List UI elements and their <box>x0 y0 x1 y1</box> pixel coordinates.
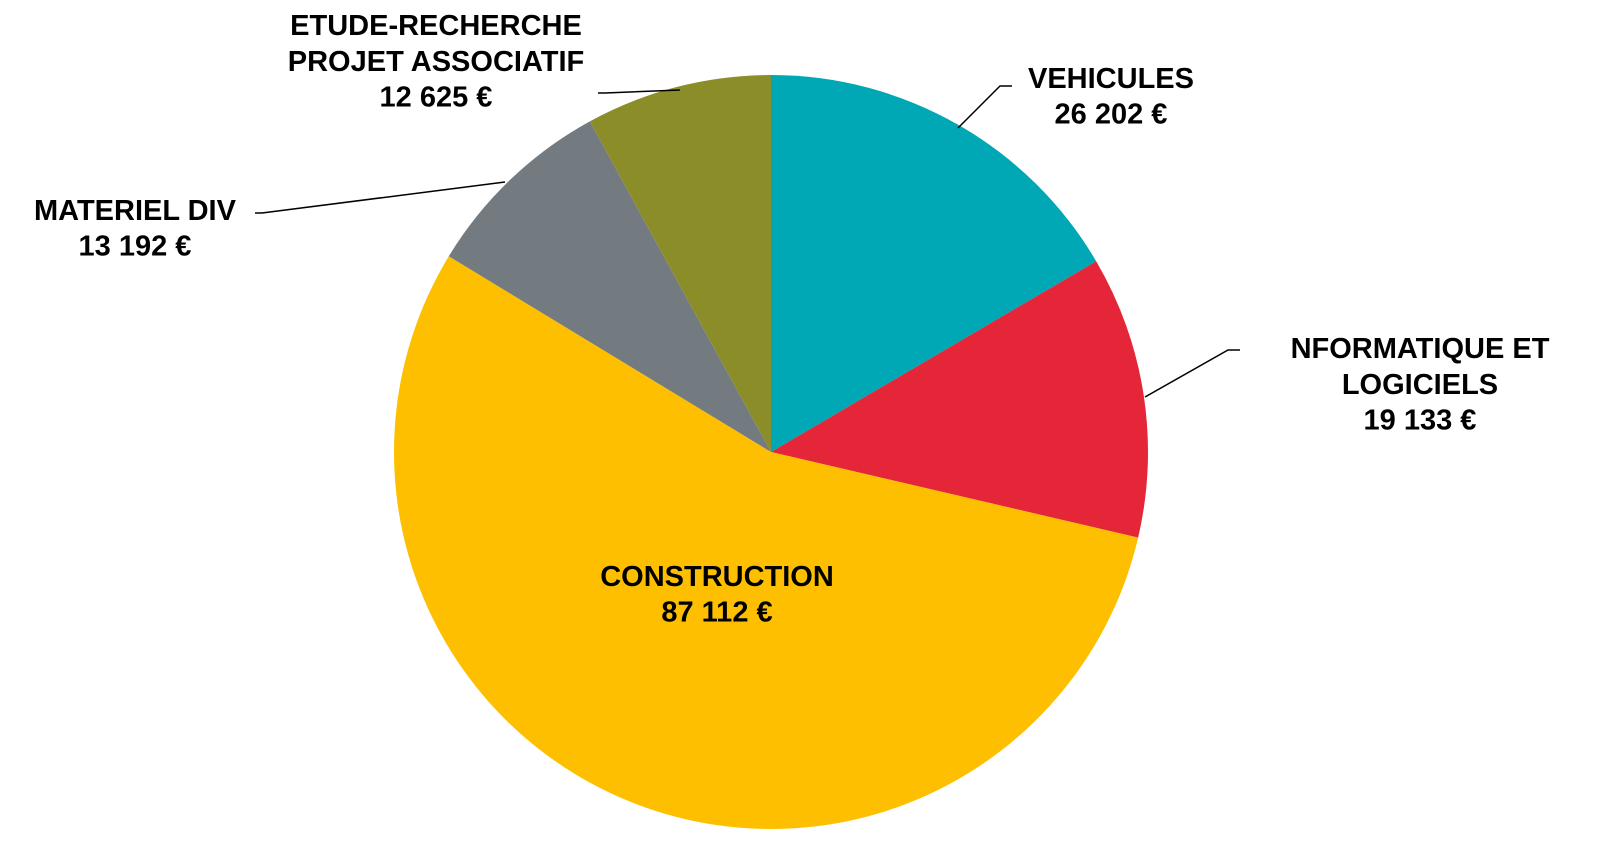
pie-slice <box>393 256 1139 830</box>
category-line: PROJET ASSOCIATIF <box>288 46 584 78</box>
leader-line <box>957 85 1012 129</box>
category-line: LOGICIELS <box>1342 369 1498 401</box>
pie-slice <box>448 121 771 452</box>
leader-line <box>255 181 506 214</box>
value-label: 87 112 € <box>661 597 772 629</box>
category-label: ETUDE-RECHERCHE PROJET ASSOCIATIF <box>288 10 584 78</box>
category-line: VEHICULES <box>1028 63 1194 95</box>
category-label: VEHICULES <box>1028 63 1194 95</box>
category-line: MATERIEL DIV <box>34 195 237 227</box>
value-label: 13 192 € <box>79 231 192 263</box>
value-label: 26 202 € <box>1055 99 1168 131</box>
leader-line <box>1144 349 1240 398</box>
leader-line <box>598 89 681 94</box>
pie-slice <box>771 75 1097 452</box>
category-label: MATERIEL DIV <box>34 195 237 227</box>
category-label: CONSTRUCTION <box>600 561 834 593</box>
value-label: 19 133 € <box>1364 405 1477 437</box>
value-label: 12 625 € <box>380 82 493 114</box>
category-line: CONSTRUCTION <box>600 561 834 593</box>
category-line: ETUDE-RECHERCHE <box>290 10 582 42</box>
pie-slice <box>771 261 1148 538</box>
pie-slice <box>589 75 771 452</box>
category-label: NFORMATIQUE ET LOGICIELS <box>1291 333 1550 401</box>
category-line: NFORMATIQUE ET <box>1291 333 1550 365</box>
